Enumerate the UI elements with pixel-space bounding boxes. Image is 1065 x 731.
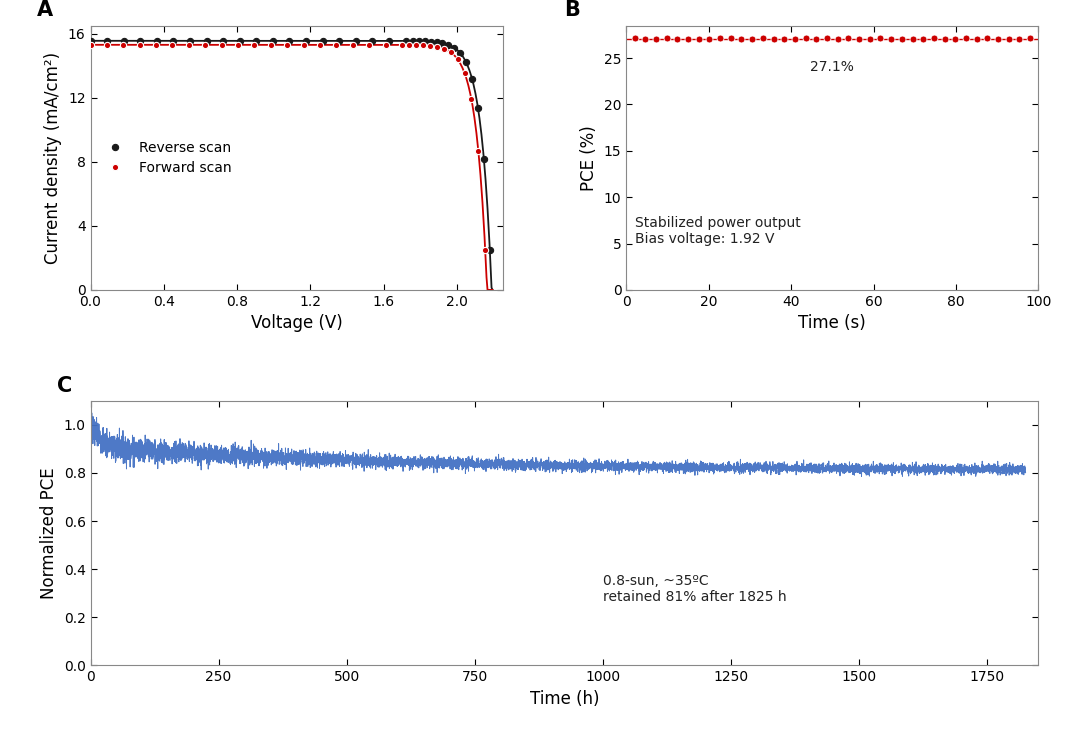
Forward scan (458, 69, 471, 77)
Forward scan (297, 40, 310, 49)
Y-axis label: PCE (%): PCE (%) (580, 125, 599, 191)
Forward scan (150, 40, 163, 49)
Reverse scan (283, 37, 296, 45)
Forward scan (479, 246, 492, 255)
Forward scan (84, 40, 97, 49)
Reverse scan (217, 37, 230, 45)
Forward scan (231, 40, 244, 49)
Text: 0.8-sun, ~35ºC
retained 81% after 1825 h: 0.8-sun, ~35ºC retained 81% after 1825 h (603, 574, 786, 604)
Reverse scan (412, 37, 425, 45)
Reverse scan (200, 37, 213, 45)
Reverse scan (101, 37, 114, 45)
Forward scan (379, 40, 392, 49)
Reverse scan (460, 58, 473, 67)
X-axis label: Time (h): Time (h) (529, 689, 600, 708)
Forward scan (117, 40, 130, 49)
Reverse scan (117, 37, 130, 45)
Reverse scan (436, 39, 448, 48)
Reverse scan (299, 37, 312, 45)
Text: A: A (37, 0, 53, 20)
Text: C: C (58, 376, 72, 395)
Reverse scan (399, 37, 412, 45)
Forward scan (166, 40, 179, 49)
Reverse scan (424, 37, 437, 46)
Reverse scan (233, 37, 246, 45)
Reverse scan (472, 104, 485, 113)
Forward scan (430, 42, 443, 51)
Reverse scan (366, 37, 379, 45)
Line: Reverse scan: Reverse scan (87, 38, 493, 253)
Forward scan (248, 40, 261, 49)
X-axis label: Time (s): Time (s) (799, 314, 866, 333)
Forward scan (199, 40, 212, 49)
Reverse scan (84, 37, 97, 45)
Text: Stabilized power output
Bias voltage: 1.92 V: Stabilized power output Bias voltage: 1.… (635, 216, 800, 246)
Forward scan (444, 48, 457, 56)
Text: 27.1%: 27.1% (810, 60, 854, 74)
Forward scan (313, 40, 326, 49)
Reverse scan (484, 246, 496, 254)
Reverse scan (167, 37, 180, 45)
Reverse scan (266, 37, 279, 45)
Reverse scan (477, 155, 490, 164)
Forward scan (100, 40, 113, 49)
Reverse scan (419, 37, 431, 45)
Forward scan (472, 146, 485, 155)
Text: B: B (564, 0, 580, 20)
Reverse scan (382, 37, 395, 45)
Reverse scan (442, 40, 455, 49)
Line: Forward scan: Forward scan (87, 42, 489, 254)
Forward scan (424, 42, 437, 50)
Reverse scan (407, 37, 420, 45)
Reverse scan (465, 75, 478, 83)
Reverse scan (316, 37, 329, 45)
Y-axis label: Current density (mA/cm²): Current density (mA/cm²) (45, 52, 63, 264)
Reverse scan (134, 37, 147, 45)
Forward scan (363, 40, 376, 49)
Reverse scan (150, 37, 163, 45)
Forward scan (465, 95, 478, 104)
Forward scan (403, 40, 415, 49)
Y-axis label: Normalized PCE: Normalized PCE (40, 467, 59, 599)
Forward scan (416, 41, 429, 50)
Forward scan (438, 45, 450, 53)
Forward scan (330, 40, 343, 49)
Forward scan (182, 40, 195, 49)
Forward scan (410, 41, 423, 50)
Forward scan (395, 40, 408, 49)
Reverse scan (430, 38, 443, 47)
Forward scan (264, 40, 277, 49)
Forward scan (452, 55, 464, 64)
Reverse scan (333, 37, 346, 45)
Reverse scan (250, 37, 263, 45)
Reverse scan (183, 37, 196, 45)
Legend: Reverse scan, Forward scan: Reverse scan, Forward scan (98, 141, 232, 175)
Forward scan (215, 40, 228, 49)
X-axis label: Voltage (V): Voltage (V) (250, 314, 343, 333)
Reverse scan (349, 37, 362, 45)
Forward scan (281, 40, 294, 49)
Reverse scan (448, 43, 461, 52)
Forward scan (346, 40, 359, 49)
Reverse scan (454, 49, 466, 58)
Forward scan (133, 40, 146, 49)
